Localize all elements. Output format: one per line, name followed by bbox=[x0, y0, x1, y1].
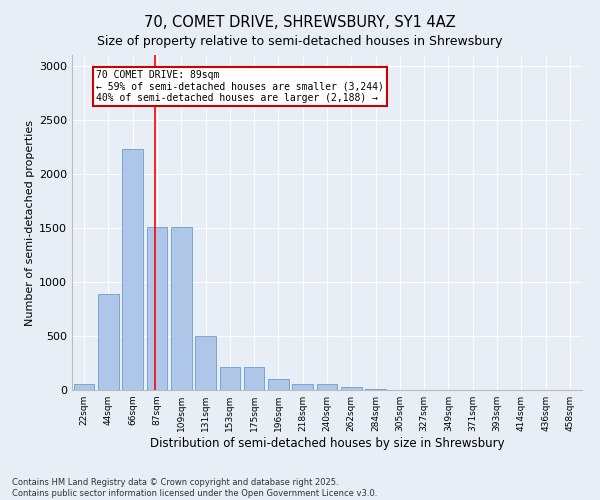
Bar bbox=[220, 367, 240, 390]
Bar bbox=[74, 384, 94, 390]
Bar bbox=[317, 384, 337, 390]
Text: 70 COMET DRIVE: 89sqm
← 59% of semi-detached houses are smaller (3,244)
40% of s: 70 COMET DRIVE: 89sqm ← 59% of semi-deta… bbox=[96, 70, 384, 103]
Bar bbox=[122, 149, 143, 390]
Bar bbox=[146, 227, 167, 390]
Bar bbox=[98, 294, 119, 390]
X-axis label: Distribution of semi-detached houses by size in Shrewsbury: Distribution of semi-detached houses by … bbox=[149, 437, 505, 450]
Text: Size of property relative to semi-detached houses in Shrewsbury: Size of property relative to semi-detach… bbox=[97, 35, 503, 48]
Bar bbox=[244, 367, 265, 390]
Text: Contains HM Land Registry data © Crown copyright and database right 2025.
Contai: Contains HM Land Registry data © Crown c… bbox=[12, 478, 377, 498]
Bar bbox=[268, 379, 289, 390]
Y-axis label: Number of semi-detached properties: Number of semi-detached properties bbox=[25, 120, 35, 326]
Bar bbox=[171, 227, 191, 390]
Bar bbox=[195, 336, 216, 390]
Bar bbox=[341, 387, 362, 390]
Bar bbox=[292, 384, 313, 390]
Bar bbox=[365, 389, 386, 390]
Text: 70, COMET DRIVE, SHREWSBURY, SY1 4AZ: 70, COMET DRIVE, SHREWSBURY, SY1 4AZ bbox=[144, 15, 456, 30]
